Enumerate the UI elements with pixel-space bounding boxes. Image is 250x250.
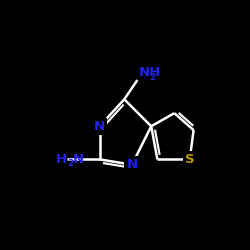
Text: 2: 2	[150, 73, 156, 82]
Text: H: H	[56, 153, 66, 166]
Text: NH: NH	[139, 66, 161, 78]
Text: 2: 2	[67, 159, 73, 168]
Text: N: N	[126, 158, 138, 171]
Text: N: N	[94, 120, 105, 133]
Text: N: N	[73, 153, 84, 166]
Text: S: S	[185, 153, 194, 166]
